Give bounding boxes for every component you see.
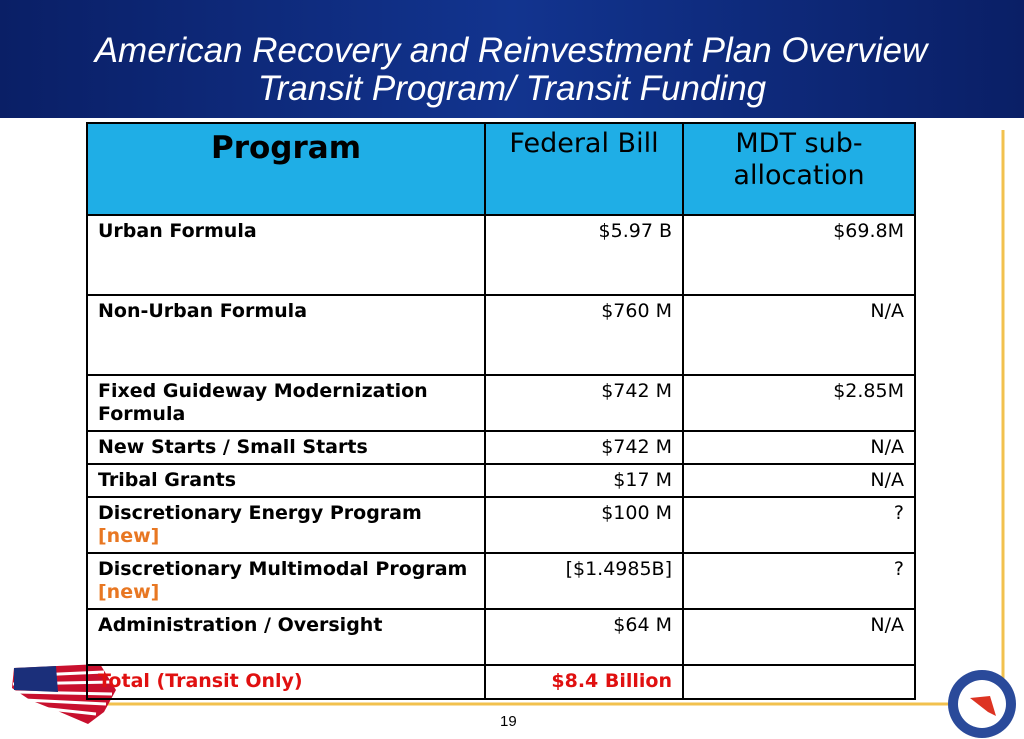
- federal-cell: $5.97 B: [484, 214, 684, 296]
- program-name: Non-Urban Formula: [98, 300, 308, 322]
- mdt-cell: ?: [682, 496, 916, 554]
- program-cell: New Starts / Small Starts: [86, 430, 486, 465]
- mdt-cell: $2.85M: [682, 374, 916, 432]
- funding-table: Program Federal Bill MDT sub-allocation Ur…: [86, 122, 916, 700]
- federal-cell: $100 M: [484, 496, 684, 554]
- program-name: Discretionary Multimodal Program: [98, 558, 468, 580]
- program-name: Administration / Oversight: [98, 614, 383, 636]
- mdt-cell: N/A: [682, 463, 916, 498]
- federal-cell: $760 M: [484, 294, 684, 376]
- table-row: Urban Formula $5.97 B $69.8M: [86, 214, 916, 296]
- mdt-cell: ?: [682, 552, 916, 610]
- seal: [948, 670, 1016, 738]
- column-header: MDT sub-allocation: [682, 122, 916, 216]
- program-cell: Discretionary Energy Program [new]: [86, 496, 486, 554]
- program-name: Urban Formula: [98, 220, 257, 242]
- program-name: Tribal Grants: [98, 469, 237, 491]
- table-row: Discretionary Energy Program [new] $100 M…: [86, 496, 916, 554]
- table-row: Fixed Guideway Modernization Formula $742…: [86, 374, 916, 432]
- federal-cell: [$1.4985B]: [484, 552, 684, 610]
- total-label: Total (Transit Only): [86, 664, 486, 700]
- table-row: New Starts / Small Starts $742 M N/A: [86, 430, 916, 465]
- program-cell: Fixed Guideway Modernization Formula: [86, 374, 486, 432]
- total-row: Total (Transit Only) $8.4 Billion: [86, 664, 916, 700]
- new-tag: [new]: [98, 525, 160, 547]
- page-number: 19: [500, 713, 517, 730]
- program-cell: Urban Formula: [86, 214, 486, 296]
- table-row: Administration / Oversight $64 M N/A: [86, 608, 916, 666]
- total-mdt: [682, 664, 916, 700]
- program-name: New Starts / Small Starts: [98, 436, 368, 458]
- title: American Recovery and Reinvestment Plan …: [0, 32, 1024, 108]
- program-cell: Non-Urban Formula: [86, 294, 486, 376]
- mdt-cell: N/A: [682, 294, 916, 376]
- program-cell: Tribal Grants: [86, 463, 486, 498]
- program-name: Discretionary Energy Program: [98, 502, 422, 524]
- column-header: Program: [86, 122, 486, 216]
- mdt-cell: N/A: [682, 430, 916, 465]
- table-row: Discretionary Multimodal Program [new] [$…: [86, 552, 916, 610]
- table-row: Non-Urban Formula $760 M N/A: [86, 294, 916, 376]
- column-header: Federal Bill: [484, 122, 684, 216]
- program-cell: Administration / Oversight: [86, 608, 486, 666]
- title-line: Transit Program/ Transit Funding: [257, 69, 767, 108]
- program-cell: Discretionary Multimodal Program [new]: [86, 552, 486, 610]
- federal-cell: $17 M: [484, 463, 684, 498]
- federal-cell: $64 M: [484, 608, 684, 666]
- program-name: Fixed Guideway Modernization Formula: [98, 380, 428, 425]
- table-row: Tribal Grants $17 M N/A: [86, 463, 916, 498]
- federal-cell: $742 M: [484, 374, 684, 432]
- mdt-cell: $69.8M: [682, 214, 916, 296]
- federal-cell: $742 M: [484, 430, 684, 465]
- title-bar: [0, 0, 1024, 118]
- mdt-cell: N/A: [682, 608, 916, 666]
- title-line: American Recovery and Reinvestment Plan …: [94, 31, 928, 70]
- header-row: Program Federal Bill MDT sub-allocation: [86, 122, 916, 216]
- new-tag: [new]: [98, 581, 160, 603]
- total-federal: $8.4 Billion: [484, 664, 684, 700]
